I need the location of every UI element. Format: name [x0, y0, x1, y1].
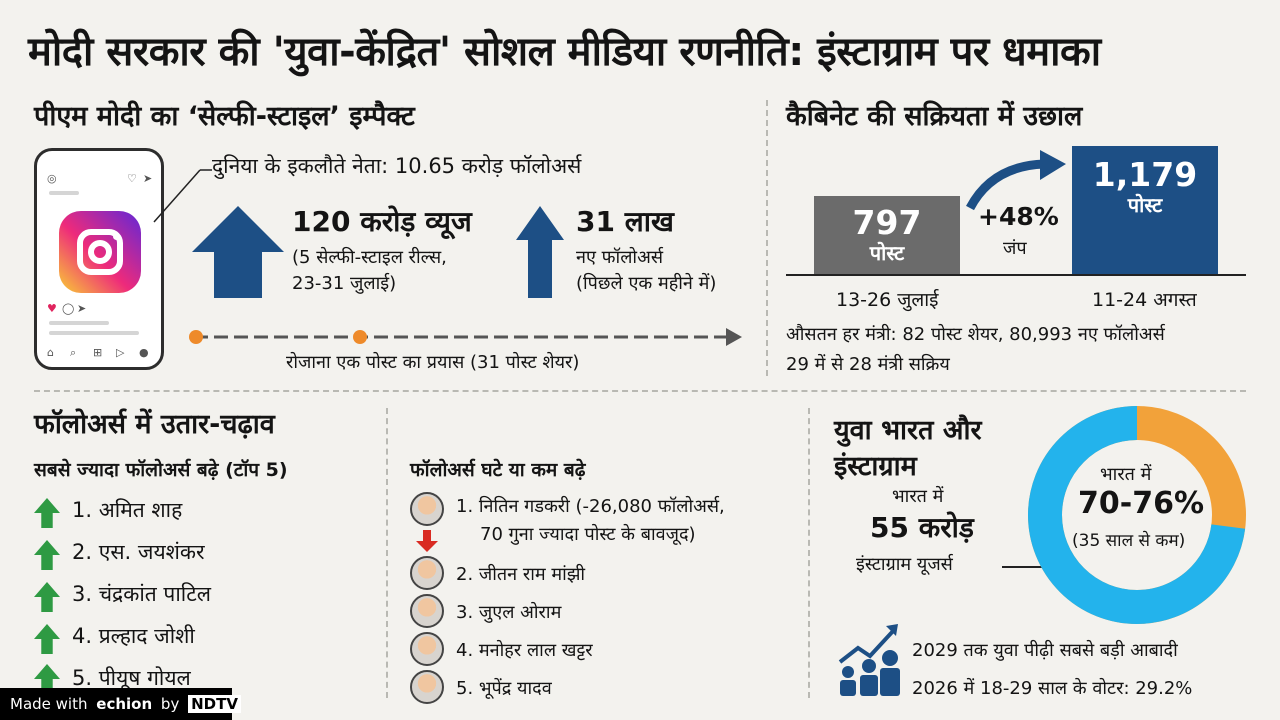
new-followers-sub-2: (पिछले एक महीने में) — [576, 273, 717, 294]
add-post-icon: ⊞ — [93, 346, 103, 359]
phone-illustration: ◎ ♡ ➤ ♥ ◯ ➤ ⌂ ⌕ ⊞ ▷ ● — [34, 148, 164, 370]
donut-young-slice — [1028, 406, 1246, 624]
bar-july-value: 797 — [852, 203, 922, 242]
up-arrow-icon — [34, 624, 60, 654]
heart-icon: ♥ — [47, 302, 57, 315]
camera-icon: ◎ — [47, 172, 57, 185]
low-gainer-5: 5. भूपेंद्र यादव — [456, 678, 552, 699]
low-gainer-3: 3. जुएल ओराम — [456, 602, 562, 623]
india-label: भारत में — [892, 486, 944, 507]
bar-july-unit: पोस्ट — [869, 241, 905, 265]
youth-donut — [1028, 406, 1246, 624]
phone-pointer-line — [153, 169, 212, 223]
avatar-gadkari — [410, 492, 444, 526]
share-icon: ➤ — [77, 302, 87, 315]
divider-left-bottom — [386, 408, 388, 698]
down-arrow-icon — [416, 530, 438, 552]
top-gainer-3: 3. चंद्रकांत पाटिल — [72, 582, 212, 606]
up-arrow-icon — [34, 498, 60, 528]
bar-august-value: 1,179 — [1092, 155, 1198, 194]
pm-section-heading: पीएम मोदी का ‘सेल्फी-स्टाइल’ इम्पैक्ट — [34, 101, 415, 132]
youth-heading-1: युवा भारत और — [834, 415, 982, 446]
top-gainer-5: 5. पीयूष गोयल — [72, 666, 191, 690]
youth-fact-1: 2029 तक युवा पीढ़ी सबसे बड़ी आबादी — [912, 640, 1178, 661]
made-with-badge: Made with echion by NDTV — [0, 688, 241, 720]
youth-heading-2: इंस्टाग्राम — [834, 451, 917, 482]
timeline-caption: रोजाना एक पोस्ट का प्रयास (31 पोस्ट शेयर… — [286, 352, 580, 373]
made-with-text: Made with — [10, 695, 88, 713]
low-gainer-1-line1: 1. नितिन गडकरी (-26,080 फॉलोअर्स, — [456, 496, 725, 517]
jump-value: +48% — [978, 202, 1059, 231]
timeline-arrow — [189, 328, 742, 346]
heart-outline-icon: ♡ — [127, 172, 137, 185]
up-arrow-icon — [34, 582, 60, 612]
top-gainer-1: 1. अमित शाह — [72, 498, 183, 522]
users-pointer-line — [1002, 566, 1042, 568]
donut-label: भारत में — [1100, 464, 1152, 485]
instagram-logo-icon — [59, 211, 141, 293]
new-followers-sub-1: नए फॉलोअर्स — [576, 247, 663, 268]
population-growth-icon — [838, 624, 900, 696]
top-gainer-4: 4. प्रल्हाद जोशी — [72, 624, 195, 648]
up-arrow-icon — [34, 540, 60, 570]
new-followers-arrow-icon — [516, 206, 564, 298]
views-arrow-icon — [192, 206, 284, 298]
views-sub-1: (5 सेल्फी-स्टाइल रील्स, — [292, 247, 447, 268]
divider-top — [766, 100, 768, 376]
top-gainer-2: 2. एस. जयशंकर — [72, 540, 205, 564]
users-value: 55 करोड़ — [870, 511, 974, 544]
donut-value: 70-76% — [1078, 486, 1205, 521]
cabinet-section-heading: कैबिनेट की सक्रियता में उछाल — [786, 101, 1083, 132]
views-sub-2: 23-31 जुलाई) — [292, 273, 397, 294]
avatar-yadav — [410, 670, 444, 704]
bar-august: 1,179 पोस्ट — [1072, 146, 1218, 274]
avg-per-minister: औसतन हर मंत्री: 82 पोस्ट शेयर, 80,993 नए… — [786, 324, 1165, 345]
low-gainer-1-line2: 70 गुना ज्यादा पोस्ट के बावजूद) — [480, 524, 696, 545]
users-label: इंस्टाग्राम यूजर्स — [856, 554, 953, 575]
divider-middle — [34, 390, 1246, 392]
youth-fact-2: 2026 में 18-29 साल के वोटर: 29.2% — [912, 678, 1193, 699]
low-gainer-4: 4. मनोहर लाल खट्टर — [456, 640, 593, 661]
ndtv-brand: NDTV — [188, 695, 241, 713]
jump-label: जंप — [1003, 238, 1027, 259]
page-title: मोदी सरकार की 'युवा-केंद्रित' सोशल मीडिय… — [28, 29, 1101, 75]
avatar-khattar — [410, 632, 444, 666]
followers-section-heading: फॉलोअर्स में उतार-चढ़ाव — [34, 409, 275, 440]
by-text: by — [160, 695, 180, 713]
donut-sub: (35 साल से कम) — [1072, 531, 1186, 551]
comment-icon: ◯ — [62, 302, 75, 315]
period-july: 13-26 जुलाई — [836, 289, 939, 311]
divider-right-bottom — [808, 408, 810, 698]
bar-august-unit: पोस्ट — [1127, 193, 1163, 217]
top-gainers-heading: सबसे ज्यादा फॉलोअर्स बढ़े (टॉप 5) — [34, 459, 288, 481]
profile-icon: ● — [139, 346, 149, 359]
period-august: 11-24 अगस्त — [1092, 289, 1197, 311]
jump-arrow-icon — [966, 150, 1066, 211]
send-icon: ➤ — [143, 172, 153, 185]
low-gainer-2: 2. जीतन राम मांझी — [456, 564, 586, 585]
reels-icon: ▷ — [116, 346, 125, 359]
bar-baseline — [786, 274, 1246, 276]
avatar-manjhi — [410, 556, 444, 590]
views-value: 120 करोड़ व्यूज — [292, 205, 472, 238]
followers-note: दुनिया के इकलौते नेता: 10.65 करोड़ फॉलोअ… — [212, 154, 582, 178]
bar-july: 797 पोस्ट — [814, 196, 960, 274]
low-gainers-heading: फॉलोअर्स घटे या कम बढ़े — [410, 459, 586, 481]
search-icon: ⌕ — [70, 346, 77, 359]
active-ministers: 29 में से 28 मंत्री सक्रिय — [786, 354, 950, 375]
new-followers-value: 31 लाख — [576, 205, 674, 238]
echion-brand: echion — [96, 695, 153, 713]
avatar-oram — [410, 594, 444, 628]
home-icon: ⌂ — [47, 346, 54, 359]
